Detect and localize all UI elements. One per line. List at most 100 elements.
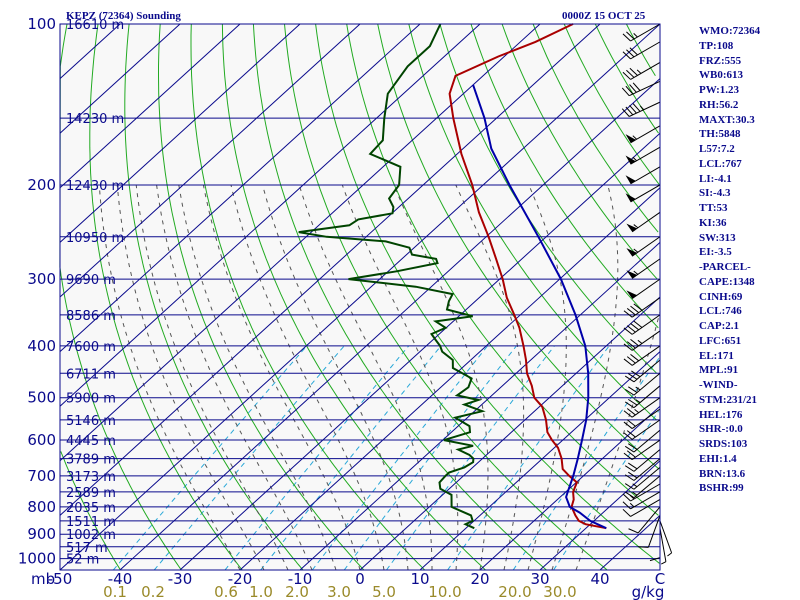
barb-staff <box>659 528 667 562</box>
pressure-tick-label: 1000 <box>18 550 56 568</box>
isotherm-line <box>179 132 661 571</box>
index-item: CINH:69 <box>699 290 743 303</box>
barb-full <box>631 370 641 378</box>
pressure-tick-label: 800 <box>27 498 56 516</box>
isotherm-line <box>539 460 661 571</box>
index-item: RH:56.2 <box>699 98 739 111</box>
temperature-tick-label: -50 <box>48 570 73 588</box>
index-item: FRZ:555 <box>699 54 742 67</box>
barb-full <box>629 67 638 76</box>
temperature-tick-label: -30 <box>168 570 193 588</box>
isotherm-line <box>59 23 301 243</box>
barb-full <box>624 465 635 472</box>
index-item: SHR-:0.0 <box>699 423 743 436</box>
index-item: SRDS:103 <box>699 438 748 450</box>
index-item: CAP:2.1 <box>699 320 740 332</box>
barb-full <box>626 430 636 438</box>
barb-full <box>622 71 631 80</box>
temperature-tick-label: 40 <box>590 570 609 588</box>
mixing-ratio-label: 20.0 <box>498 583 531 600</box>
mixing-ratio-label: 3.0 <box>327 583 351 600</box>
height-label: 8586 m <box>66 309 116 324</box>
index-item: -PARCEL- <box>699 261 751 273</box>
barb-full <box>623 358 633 366</box>
height-label: 9690 m <box>66 273 116 288</box>
wind-barb <box>623 314 661 335</box>
mixing-ratio-line <box>447 345 610 571</box>
barb-staff <box>630 483 661 502</box>
mixing-ratio-label: 0.2 <box>141 583 165 600</box>
mixing-ratio-unit-label: g/kg <box>632 583 665 600</box>
barb-full <box>632 82 641 91</box>
temperature-profile <box>448 23 607 530</box>
moist-adiabat-line <box>341 184 459 571</box>
barb-half <box>632 156 637 162</box>
barb-full <box>628 398 638 406</box>
height-label: 16610 m <box>66 18 124 33</box>
barb-staff <box>631 330 661 351</box>
barb-full <box>623 343 633 351</box>
wind-barb <box>624 458 661 481</box>
station-title: KEPZ (72364) Sounding <box>66 10 181 22</box>
temperature-unit-label: C <box>655 570 665 588</box>
barb-full <box>649 557 661 562</box>
index-item: -WIND- <box>699 379 738 391</box>
wind-barb <box>637 515 661 548</box>
mixing-ratio-line <box>153 345 345 571</box>
barb-full <box>621 108 630 117</box>
barb-half <box>633 248 639 253</box>
index-item: MPL:91 <box>699 364 739 377</box>
mixing-ratio-label: 2.0 <box>285 583 309 600</box>
barb-full <box>629 47 638 56</box>
mixing-ratio-line <box>343 345 517 571</box>
wind-barb <box>622 62 661 80</box>
parcel-profile <box>472 84 607 530</box>
wind-barb <box>624 385 661 409</box>
height-label: 3789 m <box>66 453 116 468</box>
barb-half <box>661 561 667 565</box>
barb-full <box>626 419 636 427</box>
barb-full <box>626 325 636 333</box>
barb-full <box>625 106 634 116</box>
barb-staff <box>630 499 661 517</box>
isotherm-line <box>359 296 661 571</box>
wind-barb <box>625 166 661 185</box>
barb-half <box>629 502 635 508</box>
height-label: 5900 m <box>66 392 116 407</box>
index-item: STM:231/21 <box>699 393 758 406</box>
moist-adiabat-line <box>135 184 289 571</box>
barb-full <box>624 388 635 396</box>
wind-barb <box>621 101 661 117</box>
wind-barb <box>626 278 661 300</box>
wind-barb <box>625 184 661 203</box>
temperature-tick-label: 10 <box>410 570 429 588</box>
height-label: 517 m <box>66 541 108 556</box>
barb-staff <box>659 520 673 554</box>
pressure-tick-label: 200 <box>27 176 56 194</box>
barb-full <box>630 322 640 331</box>
index-item: LFC:651 <box>699 334 742 347</box>
barb-half <box>639 105 645 111</box>
isotherm-line <box>59 23 661 571</box>
index-item: SW:313 <box>699 231 736 244</box>
barb-half <box>634 409 640 414</box>
index-item: TP:108 <box>699 39 734 52</box>
wind-barb <box>624 372 661 396</box>
barb-staff <box>633 372 661 396</box>
barb-full <box>628 471 638 479</box>
barb-half <box>632 491 638 496</box>
isotherm-line <box>59 23 121 79</box>
barb-full <box>637 546 649 548</box>
wind-barb <box>624 429 661 453</box>
barb-staff <box>628 101 661 117</box>
isotherm-line <box>59 23 541 462</box>
barb-flag <box>625 175 636 184</box>
barb-staff <box>633 359 661 383</box>
pressure-tick-label: 600 <box>27 431 56 449</box>
barb-flag <box>626 270 638 279</box>
dry-adiabat-line <box>284 23 608 571</box>
isotherm-line <box>239 187 661 571</box>
moist-adiabat-line <box>262 184 409 571</box>
wind-barb <box>626 236 661 257</box>
temperature-tick-label: -20 <box>228 570 253 588</box>
